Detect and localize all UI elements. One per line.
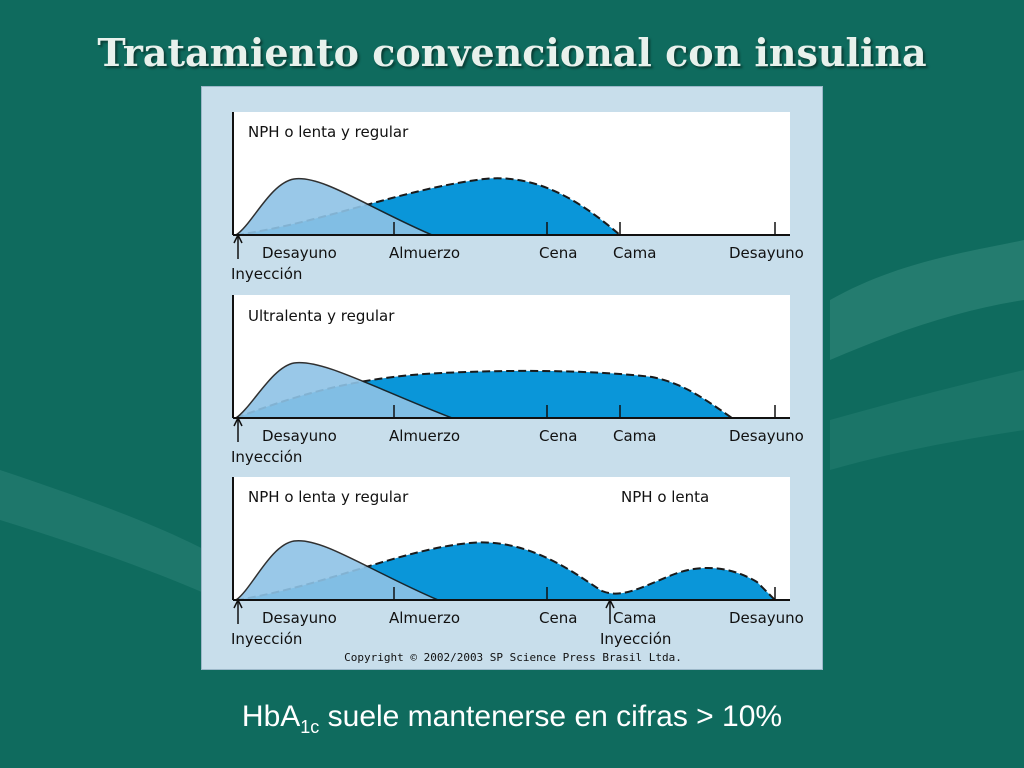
panel-3-injection-2: Inyección bbox=[600, 630, 671, 648]
panel-2-tick-desayuno-2: Desayuno bbox=[729, 427, 804, 445]
panel-1-tick-cama: Cama bbox=[613, 244, 656, 262]
hba1c-footer: HbA1c suele mantenerse en cifras > 10% bbox=[0, 700, 1024, 738]
panel-1-tick-desayuno-2: Desayuno bbox=[729, 244, 804, 262]
panel-3-tick-cama: Cama bbox=[613, 609, 656, 627]
panel-3-tick-almuerzo: Almuerzo bbox=[389, 609, 460, 627]
panel-1-tick-desayuno: Desayuno bbox=[262, 244, 337, 262]
panel-2-tick-cama: Cama bbox=[613, 427, 656, 445]
panel-ultralenta-regular: Ultralenta y regular Desayuno Almuerzo C… bbox=[231, 295, 804, 466]
panel-2-tick-almuerzo: Almuerzo bbox=[389, 427, 460, 445]
panel-2-tick-cena: Cena bbox=[539, 427, 577, 445]
panel-3-injection: Inyección bbox=[231, 630, 302, 648]
slide-title: Tratamiento convencional con insulina bbox=[97, 30, 927, 75]
footer-suffix: suele mantenerse en cifras > 10% bbox=[319, 700, 783, 733]
insulin-figure: NPH o lenta y regular Desayuno Almuerzo … bbox=[201, 86, 823, 670]
panel-1-tick-almuerzo: Almuerzo bbox=[389, 244, 460, 262]
footer-subscript: 1c bbox=[300, 717, 320, 737]
panel-3-label: NPH o lenta y regular bbox=[248, 488, 409, 506]
panel-npH-regular-bedtime: NPH o lenta y regular NPH o lenta Desayu… bbox=[231, 477, 804, 648]
panel-1-label: NPH o lenta y regular bbox=[248, 123, 409, 141]
panel-2-tick-desayuno: Desayuno bbox=[262, 427, 337, 445]
panel-3-tick-cena: Cena bbox=[539, 609, 577, 627]
panel-3-tick-desayuno-2: Desayuno bbox=[729, 609, 804, 627]
footer-prefix: HbA bbox=[241, 700, 301, 733]
panel-1-tick-cena: Cena bbox=[539, 244, 577, 262]
panel-3-label-2: NPH o lenta bbox=[621, 488, 709, 506]
copyright-notice: Copyright © 2002/2003 SP Science Press B… bbox=[344, 651, 682, 664]
panel-npH-regular: NPH o lenta y regular Desayuno Almuerzo … bbox=[231, 112, 804, 283]
panel-2-label: Ultralenta y regular bbox=[248, 307, 395, 325]
panel-2-injection: Inyección bbox=[231, 448, 302, 466]
panel-3-tick-desayuno: Desayuno bbox=[262, 609, 337, 627]
panel-1-injection: Inyección bbox=[231, 265, 302, 283]
